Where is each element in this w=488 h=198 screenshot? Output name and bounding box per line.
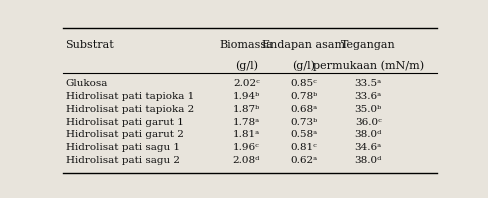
- Text: 38.0ᵈ: 38.0ᵈ: [355, 130, 382, 139]
- Text: 1.96ᶜ: 1.96ᶜ: [233, 143, 260, 152]
- Text: Endapan asam: Endapan asam: [263, 40, 346, 50]
- Text: (g/l): (g/l): [235, 60, 258, 71]
- Text: 0.68ᵃ: 0.68ᵃ: [290, 105, 318, 114]
- Text: 0.62ᵃ: 0.62ᵃ: [290, 156, 318, 165]
- Text: Biomassa: Biomassa: [220, 40, 273, 50]
- Text: permukaan (mN/m): permukaan (mN/m): [313, 60, 424, 71]
- Text: Substrat: Substrat: [65, 40, 114, 50]
- Text: 1.94ᵇ: 1.94ᵇ: [233, 92, 260, 101]
- Text: 1.78ᵃ: 1.78ᵃ: [233, 118, 260, 127]
- Text: 33.5ᵃ: 33.5ᵃ: [355, 79, 382, 88]
- Text: 2.02ᶜ: 2.02ᶜ: [233, 79, 260, 88]
- Text: 0.78ᵇ: 0.78ᵇ: [290, 92, 318, 101]
- Text: 36.0ᶜ: 36.0ᶜ: [355, 118, 382, 127]
- Text: Tegangan: Tegangan: [341, 40, 396, 50]
- Text: 1.87ᵇ: 1.87ᵇ: [233, 105, 260, 114]
- Text: Hidrolisat pati tapioka 1: Hidrolisat pati tapioka 1: [65, 92, 194, 101]
- Text: (g/l): (g/l): [292, 60, 316, 71]
- Text: 33.6ᵃ: 33.6ᵃ: [355, 92, 382, 101]
- Text: Hidrolisat pati tapioka 2: Hidrolisat pati tapioka 2: [65, 105, 194, 114]
- Text: Hidrolisat pati garut 2: Hidrolisat pati garut 2: [65, 130, 183, 139]
- Text: 0.58ᵃ: 0.58ᵃ: [290, 130, 318, 139]
- Text: 38.0ᵈ: 38.0ᵈ: [355, 156, 382, 165]
- Text: Glukosa: Glukosa: [65, 79, 108, 88]
- Text: 2.08ᵈ: 2.08ᵈ: [233, 156, 260, 165]
- Text: Hidrolisat pati garut 1: Hidrolisat pati garut 1: [65, 118, 183, 127]
- Text: 34.6ᵃ: 34.6ᵃ: [355, 143, 382, 152]
- Text: 35.0ᵇ: 35.0ᵇ: [355, 105, 382, 114]
- Text: 1.81ᵃ: 1.81ᵃ: [233, 130, 260, 139]
- Text: 0.81ᶜ: 0.81ᶜ: [291, 143, 317, 152]
- Text: Hidrolisat pati sagu 2: Hidrolisat pati sagu 2: [65, 156, 180, 165]
- Text: Hidrolisat pati sagu 1: Hidrolisat pati sagu 1: [65, 143, 180, 152]
- Text: 0.73ᵇ: 0.73ᵇ: [290, 118, 318, 127]
- Text: 0.85ᶜ: 0.85ᶜ: [291, 79, 317, 88]
